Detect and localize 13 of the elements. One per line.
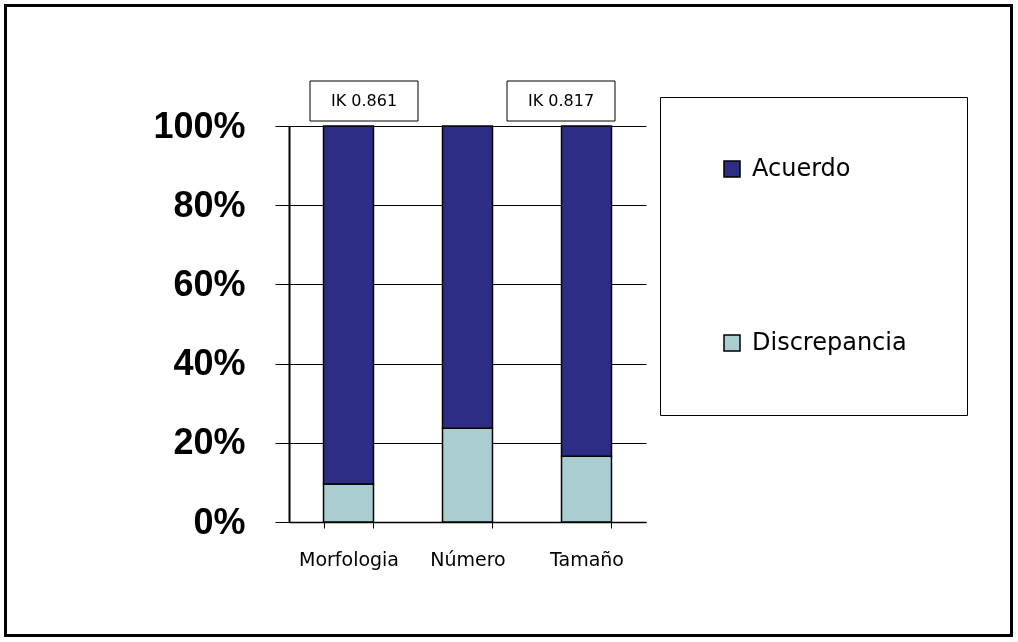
text: IK 0.861 (330, 91, 398, 110)
legend-label: Discrepancia (752, 328, 907, 356)
y-tick-label: 60% (173, 262, 246, 304)
y-tick-label: 80% (173, 183, 246, 225)
y-tick-label: 100% (153, 104, 246, 146)
y-tick-label: 0% (193, 500, 246, 542)
legend-label: Acuerdo (752, 154, 851, 182)
y-tick-label: 40% (173, 342, 246, 384)
x-tick-label: Tamaño (549, 547, 624, 570)
x-tick-label: Morfologia (298, 547, 400, 570)
x-tick-label: Número (430, 547, 506, 570)
text: IK 0.817 (527, 91, 595, 110)
y-tick-label: 20% (173, 421, 246, 463)
